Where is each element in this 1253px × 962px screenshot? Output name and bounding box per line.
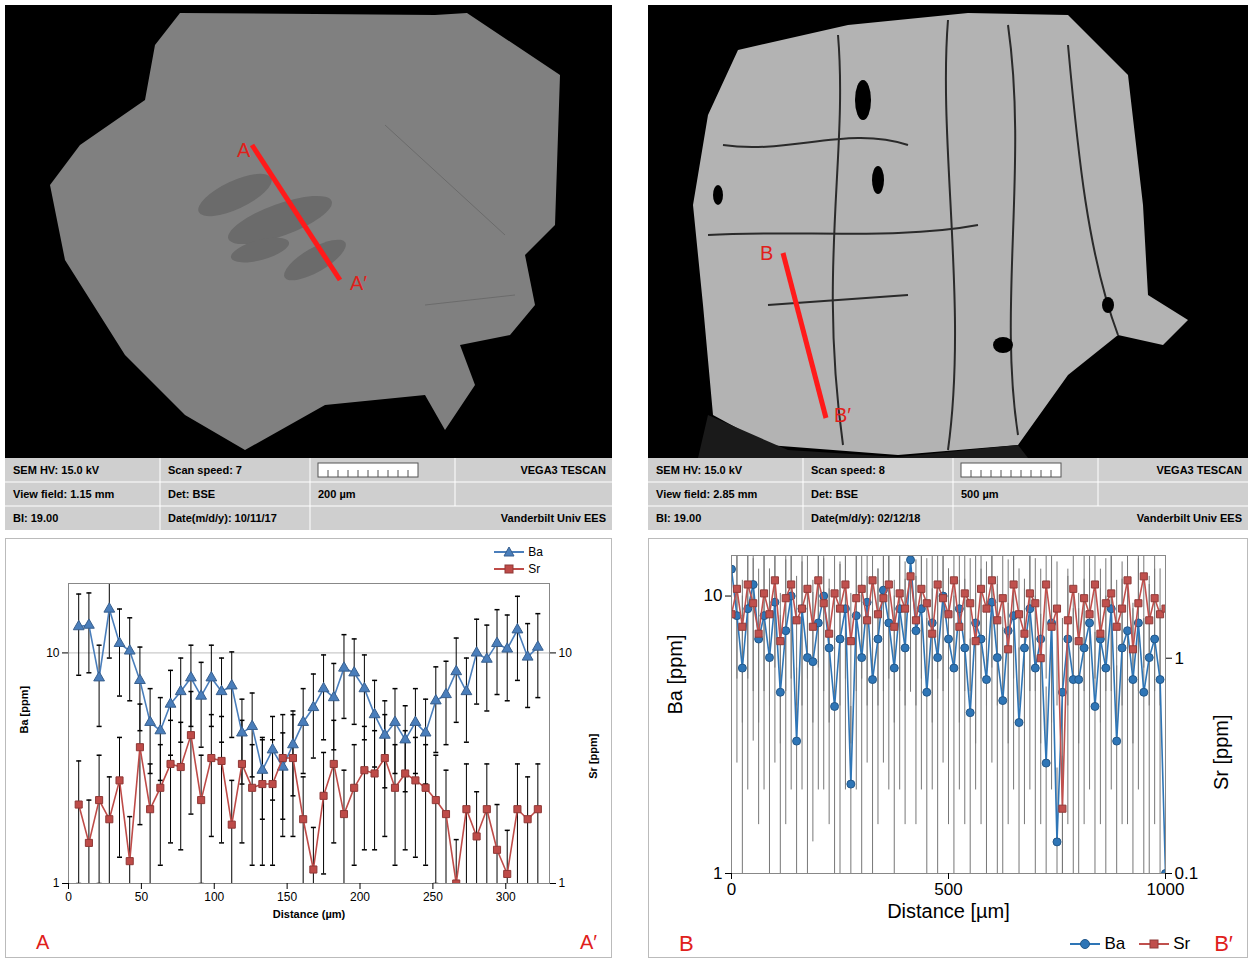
svg-text:B: B <box>760 242 773 264</box>
svg-text:Det: BSE: Det: BSE <box>168 488 215 500</box>
svg-text:Sr [ppm]: Sr [ppm] <box>1210 715 1232 791</box>
svg-text:10: 10 <box>704 586 723 605</box>
svg-text:BI: 19.00: BI: 19.00 <box>656 512 701 524</box>
svg-text:Scan speed: 7: Scan speed: 7 <box>168 464 242 476</box>
html-text:B′: B′ <box>1214 931 1233 956</box>
svg-text:Scan speed: 8: Scan speed: 8 <box>811 464 885 476</box>
svg-text:300: 300 <box>496 890 516 904</box>
svg-text:1: 1 <box>559 876 566 890</box>
svg-text:Distance (µm): Distance (µm) <box>273 908 346 920</box>
svg-text:BI: 19.00: BI: 19.00 <box>13 512 58 524</box>
svg-text:B′: B′ <box>834 404 851 426</box>
svg-text:500: 500 <box>934 880 962 899</box>
svg-text:Ba [ppm]: Ba [ppm] <box>18 686 30 734</box>
svg-text:A: A <box>237 139 251 161</box>
svg-text:SEM HV: 15.0 kV: SEM HV: 15.0 kV <box>656 464 743 476</box>
svg-text:1: 1 <box>713 864 722 883</box>
svg-text:View field: 2.85 mm: View field: 2.85 mm <box>656 488 758 500</box>
svg-text:200 µm: 200 µm <box>318 488 356 500</box>
svg-text:Date(m/d/y): 10/11/17: Date(m/d/y): 10/11/17 <box>168 512 277 524</box>
svg-text:150: 150 <box>277 890 297 904</box>
svg-text:200: 200 <box>350 890 370 904</box>
svg-text:Date(m/d/y): 02/12/18: Date(m/d/y): 02/12/18 <box>811 512 920 524</box>
svg-text:Vanderbilt Univ EES: Vanderbilt Univ EES <box>501 512 606 524</box>
svg-text:100: 100 <box>204 890 224 904</box>
svg-text:250: 250 <box>423 890 443 904</box>
svg-text:A′: A′ <box>350 272 367 294</box>
html-text:Sr: Sr <box>1173 934 1191 953</box>
html-text:A′: A′ <box>579 930 597 953</box>
svg-text:Vanderbilt Univ EES: Vanderbilt Univ EES <box>1137 512 1242 524</box>
svg-text:0: 0 <box>727 880 736 899</box>
html-text:Ba: Ba <box>1104 934 1126 953</box>
svg-text:1000: 1000 <box>1146 879 1185 899</box>
svg-text:1: 1 <box>1175 649 1184 668</box>
svg-text:Det: BSE: Det: BSE <box>811 488 858 500</box>
svg-text:VEGA3 TESCAN: VEGA3 TESCAN <box>1156 464 1242 476</box>
html-text:A: A <box>36 930 50 953</box>
svg-text:10: 10 <box>559 646 573 660</box>
html-text:B: B <box>679 931 694 956</box>
svg-text:VEGA3 TESCAN: VEGA3 TESCAN <box>520 464 606 476</box>
svg-text:Ba [ppm]: Ba [ppm] <box>664 634 686 714</box>
svg-text:1: 1 <box>53 876 60 890</box>
svg-text:0.1: 0.1 <box>1175 864 1199 883</box>
svg-text:View field: 1.15 mm: View field: 1.15 mm <box>13 488 115 500</box>
svg-text:50: 50 <box>135 890 149 904</box>
svg-text:Sr [ppm]: Sr [ppm] <box>587 733 599 779</box>
html-text:Ba: Ba <box>528 544 543 559</box>
svg-text:0: 0 <box>65 890 72 904</box>
html-text:Sr: Sr <box>528 561 541 576</box>
svg-text:10: 10 <box>46 646 60 660</box>
svg-text:500 µm: 500 µm <box>961 488 999 500</box>
svg-text:Distance [µm]: Distance [µm] <box>887 900 1010 922</box>
svg-text:SEM HV: 15.0 kV: SEM HV: 15.0 kV <box>13 464 100 476</box>
